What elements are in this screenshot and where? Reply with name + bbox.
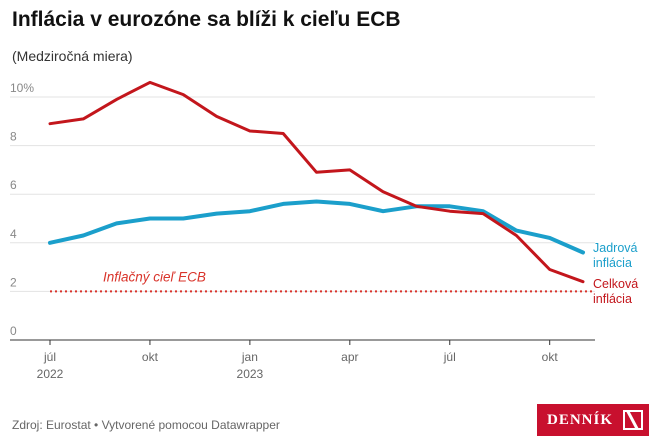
series-line — [48, 80, 585, 284]
y-tick-label: 8 — [10, 130, 17, 144]
target-reference-label: Inflačný cieľ ECB — [103, 269, 206, 284]
n-logo-icon — [623, 410, 643, 430]
x-tick-year-label: 2023 — [237, 367, 264, 381]
chart-subtitle: (Medziročná miera) — [12, 48, 133, 64]
y-axis-ticks: 0 2 4 6 8 10% — [10, 81, 34, 338]
x-tick-label: okt — [542, 350, 559, 364]
chart-title: Inflácia v eurozóne sa blíži k cieľu ECB — [12, 8, 401, 31]
dennik-n-logo: DENNÍK — [537, 404, 649, 436]
x-tick-label: jan — [241, 350, 258, 364]
series-label: Jadrová inflácia — [593, 241, 638, 270]
series-lines — [48, 80, 585, 284]
logo-text: DENNÍK — [547, 411, 614, 428]
x-tick-label: apr — [341, 350, 358, 364]
series-labels: Jadrová inflácia Celková inflácia — [593, 241, 638, 306]
target-reference: Inflačný cieľ ECB — [50, 269, 595, 293]
x-tick-label: júl — [443, 350, 456, 364]
source-note: Zdroj: Eurostat • Vytvorené pomocou Data… — [12, 418, 280, 432]
y-tick-label: 4 — [10, 227, 17, 241]
y-tick-label: 6 — [10, 178, 17, 192]
x-tick-label: okt — [142, 350, 159, 364]
x-axis-ticks: júl 2022 okt jan 2023 apr júl okt — [37, 340, 559, 381]
grid-lines — [10, 96, 595, 341]
y-tick-label: 2 — [10, 275, 17, 289]
line-chart: 0 2 4 6 8 10% júl 2022 okt jan 2023 apr júl okt Infl… — [10, 80, 638, 381]
series-label: Celková inflácia — [593, 277, 638, 306]
y-tick-label: 10% — [10, 81, 34, 95]
x-tick-year-label: 2022 — [37, 367, 64, 381]
y-tick-label: 0 — [10, 324, 17, 338]
x-tick-label: júl — [43, 350, 56, 364]
